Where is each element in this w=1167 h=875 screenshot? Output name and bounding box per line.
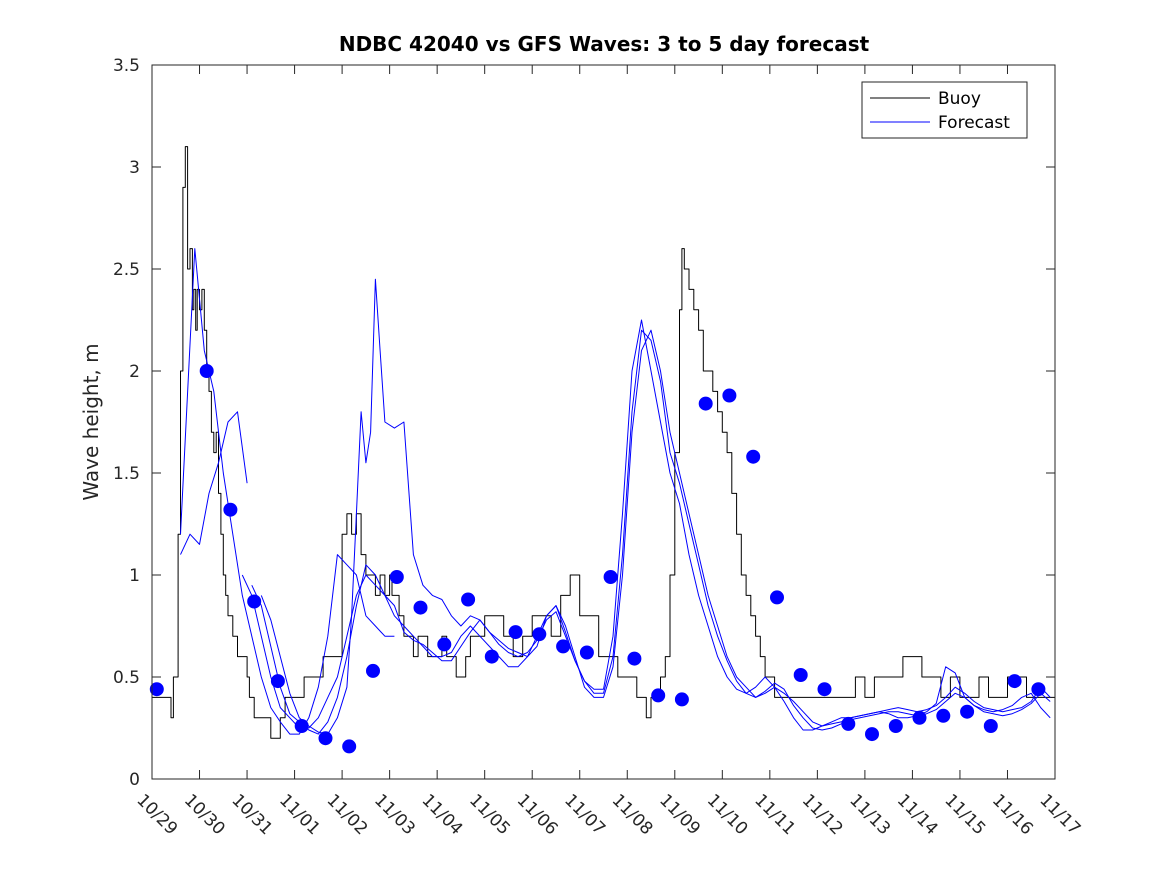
forecast-point-marker [247,594,262,609]
chart-title: NDBC 42040 vs GFS Waves: 3 to 5 day fore… [339,32,870,56]
forecast-point-marker [579,645,594,660]
forecast-point-marker [746,449,761,464]
forecast-point-marker [912,710,927,725]
forecast-point-marker [199,364,214,378]
plot-area-frame [151,64,1056,780]
forecast-point-marker [508,625,523,640]
forecast-point-marker [603,570,618,584]
legend-forecast-label: Forecast [938,113,1010,133]
forecast-point-marker [318,731,333,746]
forecast-series-line-3 [241,329,1051,729]
forecast-series-line-5 [260,278,1051,735]
forecast-point-marker [722,388,737,403]
forecast-point-marker [817,682,832,697]
y-tick-label: 1 [129,566,140,586]
forecast-point-marker [793,668,808,682]
y-tick-label: 2 [129,362,140,382]
forecast-point-marker [674,692,689,707]
forecast-point-marker [960,704,975,719]
y-axis-label: Wave height, m [79,343,103,500]
forecast-point-marker [366,663,380,678]
forecast-point-marker [651,688,666,703]
y-tick-label: 3.5 [113,56,140,76]
forecast-point-marker [149,682,164,697]
forecast-point-marker [294,719,309,733]
forecast-point-marker [936,708,951,723]
forecast-point-marker [484,649,499,664]
forecast-point-marker [437,637,452,652]
forecast-point-marker [698,396,713,411]
forecast-point-marker [342,739,357,754]
forecast-point-marker [532,627,547,642]
forecast-point-marker [389,570,404,584]
forecast-point-marker [413,600,428,615]
forecast-point-marker [1031,682,1046,697]
forecast-point-marker [627,651,642,666]
forecast-series-line-1 [180,411,248,555]
forecast-point-marker [556,639,571,654]
forecast-point-marker [865,727,879,742]
legend: Buoy Forecast [861,81,1028,139]
forecast-point-marker [983,719,998,733]
forecast-point-marker [223,502,238,517]
y-tick-label: 1.5 [113,464,140,484]
forecast-point-marker [1007,674,1022,689]
forecast-point-marker [888,719,903,733]
forecast-point-marker [770,590,784,605]
y-tick-label: 0 [129,770,140,790]
forecast-point-marker [841,716,856,731]
y-tick-label: 0.5 [113,668,140,688]
y-tick-label: 2.5 [113,260,140,280]
legend-buoy-label: Buoy [938,89,981,109]
y-tick-label: 3 [129,158,140,178]
legend-box [861,81,1028,139]
forecast-point-marker [270,674,285,689]
forecast-point-marker [461,592,476,607]
